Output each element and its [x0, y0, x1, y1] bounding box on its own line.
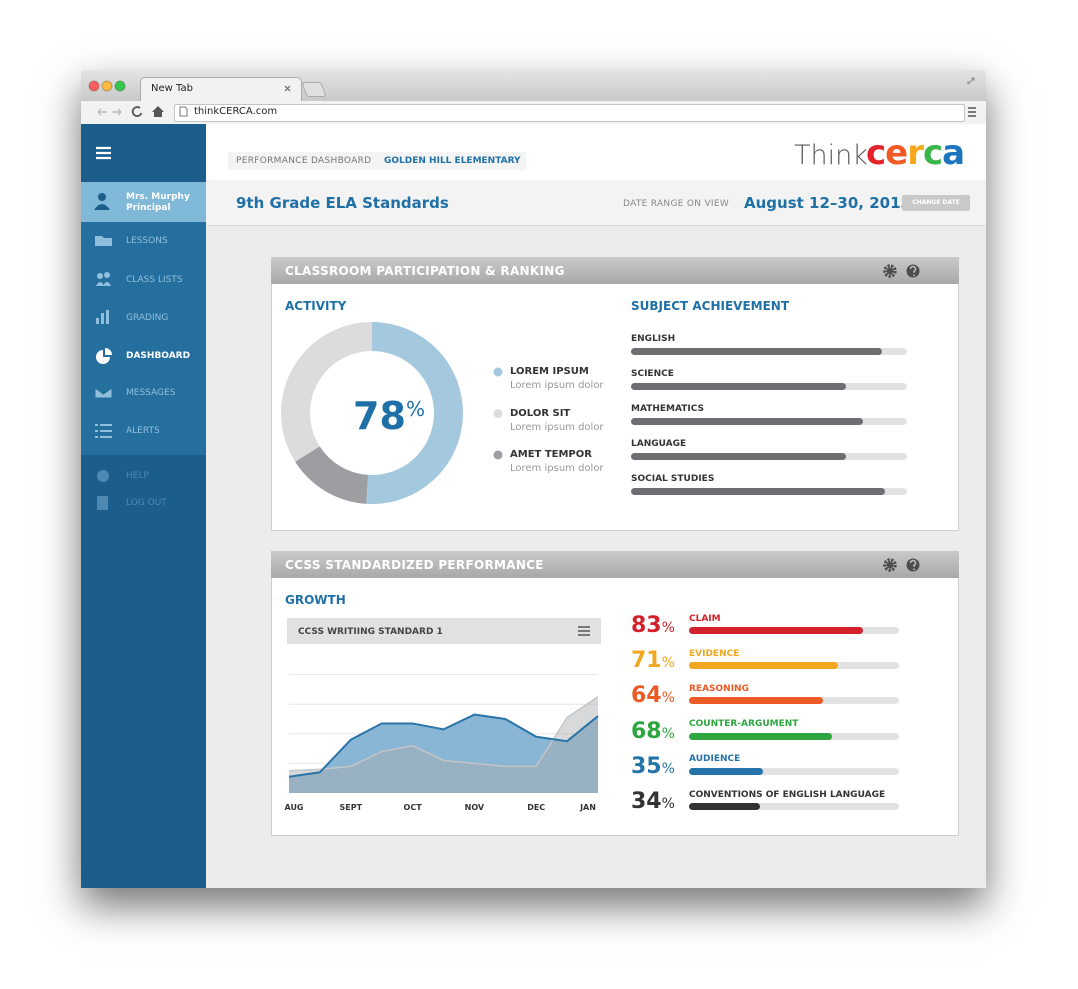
logo-letter: r [907, 133, 924, 173]
date-label: DATE RANGE ON VIEW [623, 198, 730, 209]
nav-item[interactable]: ALERTS [126, 425, 160, 436]
subject-label: LANGUAGE [631, 438, 687, 449]
standard-unit: % [661, 725, 675, 742]
standard-name: COUNTER-ARGUMENT [689, 719, 799, 730]
sidebar-menu-area [81, 222, 206, 455]
nav-secondary[interactable]: LOG OUT [126, 497, 167, 508]
standard-unit: % [661, 620, 675, 636]
bar [631, 488, 885, 495]
change-date-label[interactable]: CHANGE DATE [912, 199, 960, 206]
x-tick-label: OCT [403, 803, 422, 812]
legend-name: AMET TEMPOR [510, 449, 592, 460]
page-title: 9th Grade ELA Standards [236, 193, 449, 212]
bar [631, 418, 863, 425]
standard-name: REASONING [689, 683, 749, 694]
standard-unit: % [661, 690, 675, 707]
legend-sub: Lorem ipsum dolor [510, 421, 604, 433]
standard-unit: % [661, 796, 675, 812]
subject-label: SCIENCE [631, 368, 674, 379]
bar [689, 627, 864, 634]
standard-number: 83 [631, 613, 662, 638]
standard-value: 83% [631, 615, 675, 637]
section-title: SUBJECT ACHIEVEMENT [631, 299, 790, 313]
change-date-button[interactable] [902, 195, 970, 211]
bar [631, 348, 883, 355]
standard-value: 64% [631, 685, 675, 707]
panel-title: CLASSROOM PARTICIPATION & RANKING [285, 264, 565, 278]
x-tick-label: NOV [464, 803, 485, 812]
tab [140, 77, 302, 102]
url-text: thinkCERCA.com [194, 106, 278, 117]
x-tick-label: SEPT [339, 803, 363, 812]
x-tick-label: AUG [284, 803, 304, 812]
school[interactable]: GOLDEN HILL ELEMENTARY [384, 155, 521, 166]
standard-value: 34% [631, 791, 675, 813]
x-tick-label: DEC [527, 803, 546, 812]
subject-label: MATHEMATICS [631, 403, 705, 414]
bar-track [689, 767, 899, 775]
nav-item[interactable]: DASHBOARD [126, 350, 191, 361]
logo-letter: a [942, 133, 965, 173]
standard-number: 68 [631, 718, 662, 744]
donut-center: 78% [353, 397, 425, 435]
bar [631, 383, 847, 390]
standard-number: 64 [631, 683, 662, 709]
standard-number: 71 [631, 648, 662, 674]
standard-name: EVIDENCE [689, 648, 740, 659]
standard-value: 71% [631, 650, 675, 672]
breadcrumb: PERFORMANCE DASHBOARD [236, 155, 372, 166]
nav-item[interactable]: GRADING [126, 312, 169, 323]
bar [631, 453, 847, 460]
nav-secondary[interactable]: HELP [126, 470, 149, 481]
bar [689, 767, 763, 775]
panel-header [271, 257, 959, 284]
panel-header [271, 551, 959, 578]
subject-label: ENGLISH [631, 333, 676, 344]
user-name: Mrs. Murphy [126, 191, 190, 202]
standard-value: 35% [631, 753, 675, 779]
bar [689, 697, 824, 705]
logo-prefix: Think [794, 139, 868, 171]
nav-item[interactable]: MESSAGES [126, 387, 176, 398]
user-row[interactable] [81, 182, 206, 222]
standard-value: 68% [631, 718, 675, 744]
standard-number: 35 [631, 753, 662, 779]
selector-label[interactable]: CCSS WRITIING STANDARD 1 [298, 626, 443, 637]
standard-name: AUDIENCE [689, 754, 741, 765]
x-tick-label: JAN [580, 803, 596, 812]
standard-unit: % [661, 760, 675, 777]
tab-title: New Tab [151, 83, 193, 94]
nav-item[interactable]: CLASS LISTS [126, 274, 183, 285]
bar-track [689, 803, 899, 810]
subheader [206, 180, 986, 226]
nav-item[interactable]: LESSONS [126, 235, 168, 246]
user-role: Principal [126, 202, 171, 213]
logo-letter: e [885, 133, 908, 173]
donut-unit: % [405, 397, 425, 421]
legend-sub: Lorem ipsum dolor [510, 380, 604, 391]
section-title: GROWTH [285, 593, 346, 607]
url-box[interactable] [174, 104, 965, 122]
logo-letter: c [866, 133, 886, 173]
legend-sub: Lorem ipsum dolor [510, 463, 604, 474]
bar [689, 662, 839, 670]
bar [689, 732, 832, 740]
logo-letter: c [923, 133, 943, 173]
logo-word: cerca [866, 133, 965, 173]
standard-number: 34 [631, 789, 662, 814]
section-title: ACTIVITY [285, 299, 347, 313]
standard-unit: % [661, 655, 675, 672]
legend-name: DOLOR SIT [510, 407, 571, 419]
date-range: August 12–30, 2013 [744, 193, 911, 212]
donut-value: 78 [353, 394, 406, 438]
subject-label: SOCIAL STUDIES [631, 473, 715, 484]
standard-name: CONVENTIONS OF ENGLISH LANGUAGE [689, 789, 886, 800]
selector[interactable] [287, 618, 601, 644]
panel-title: CCSS STANDARDIZED PERFORMANCE [285, 558, 544, 572]
breadcrumb-bg [228, 152, 526, 170]
legend-name: LOREM IPSUM [510, 366, 589, 377]
standard-name: CLAIM [689, 613, 721, 624]
bar [689, 803, 761, 810]
